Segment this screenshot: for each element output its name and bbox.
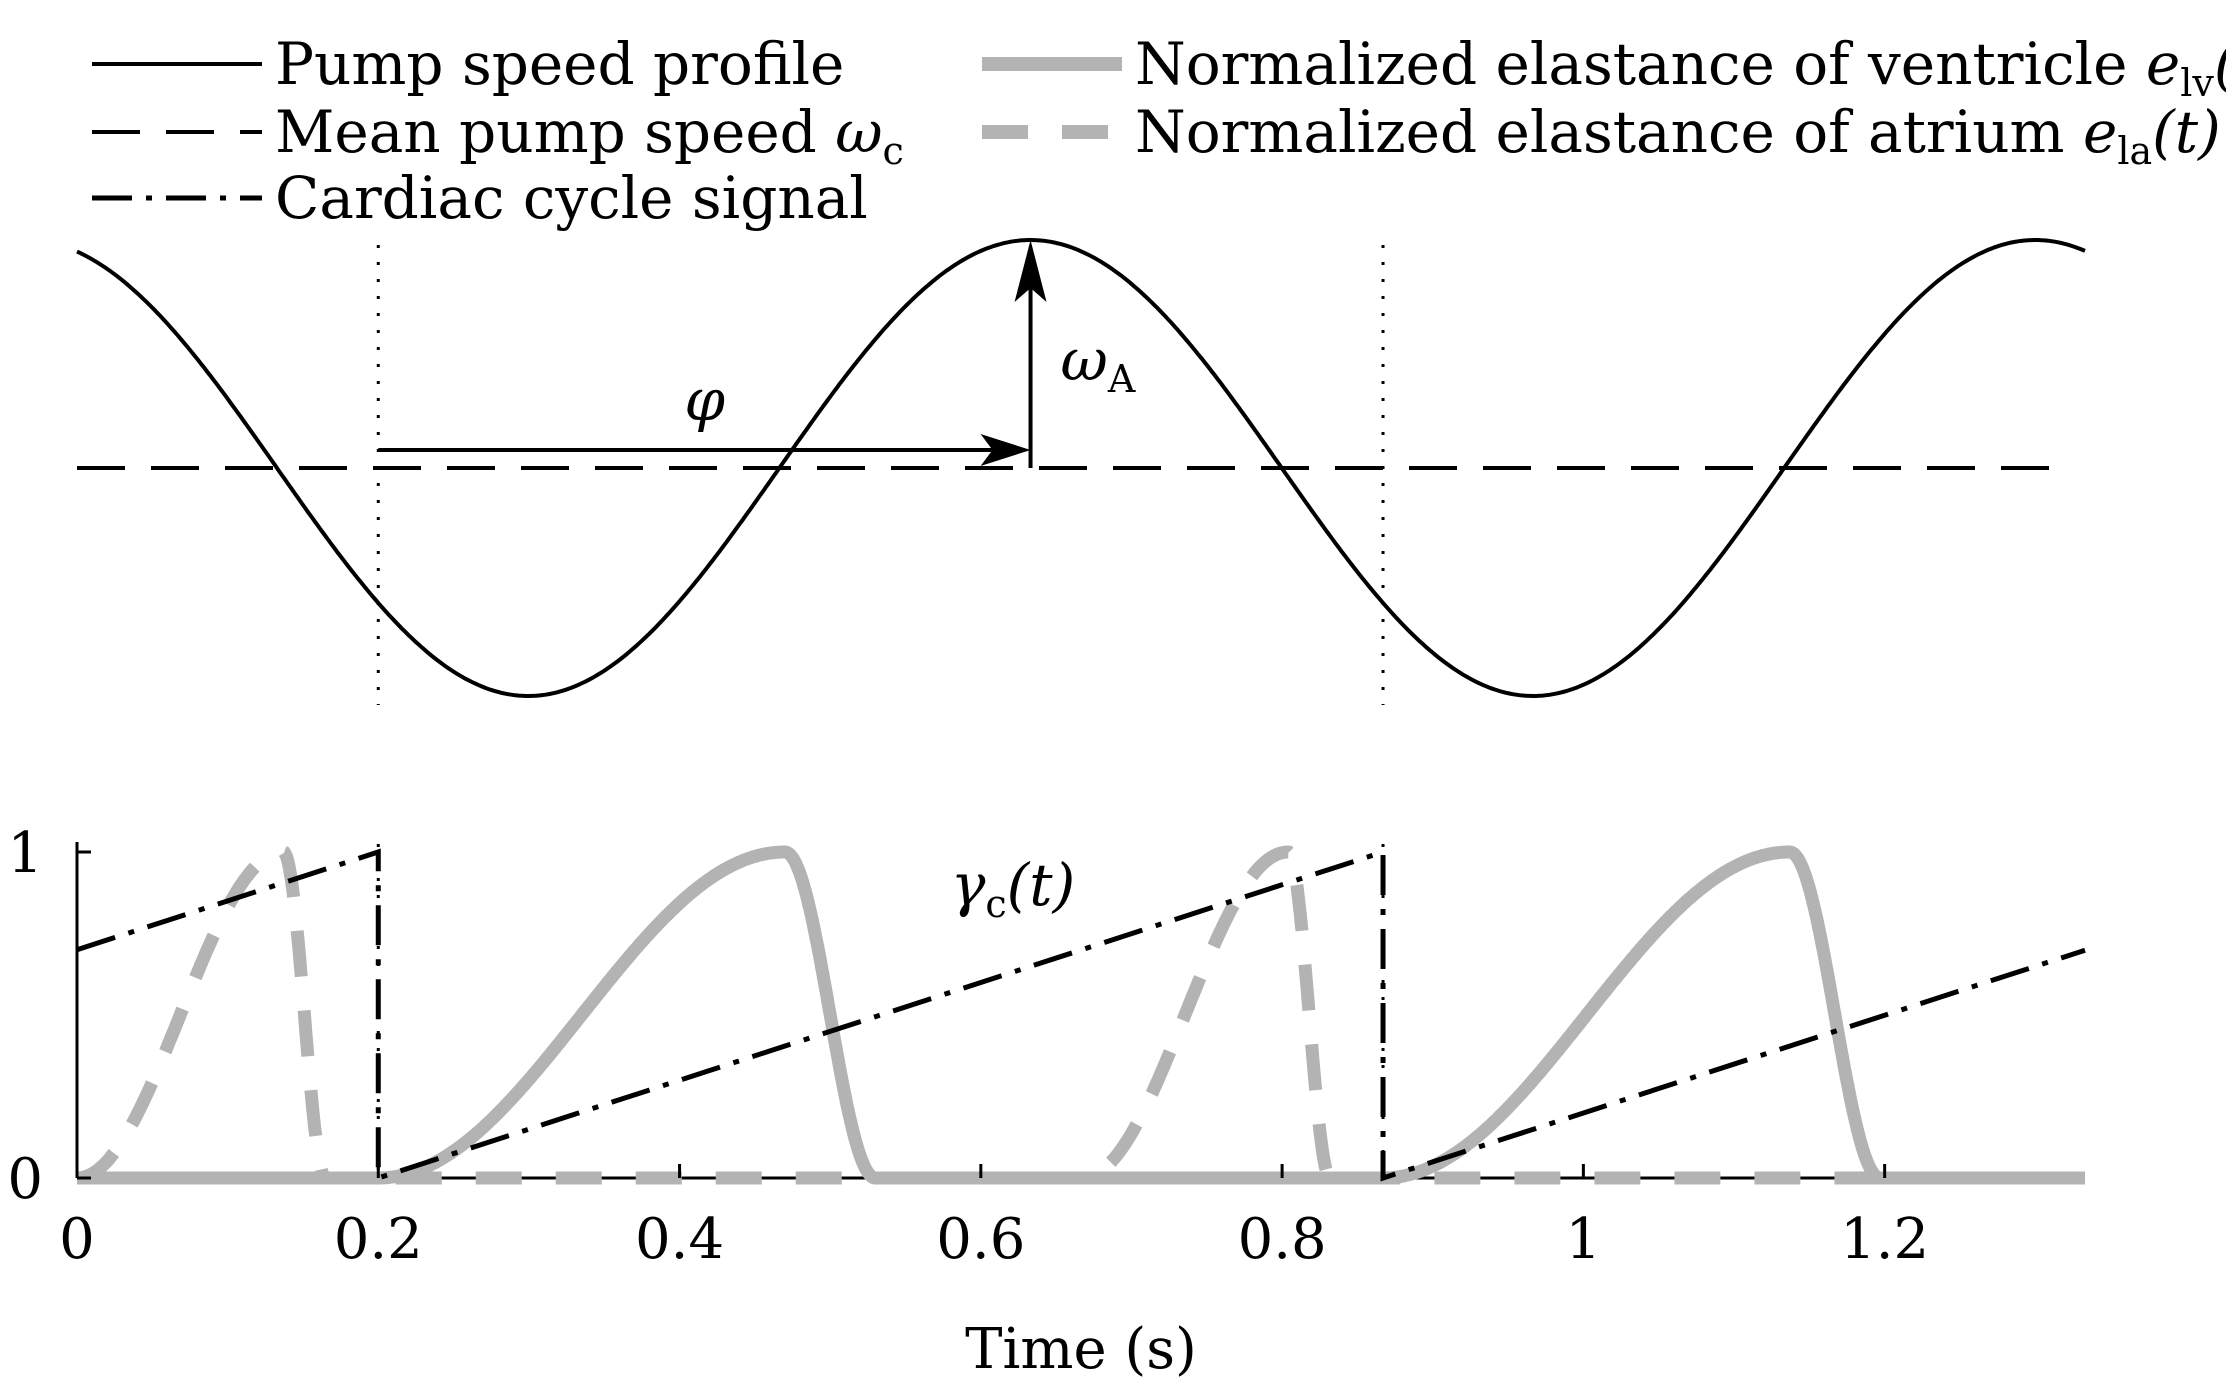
x-tick-label: 1.2: [1840, 1207, 1929, 1272]
cardiac-cycle-label: γc(t): [951, 851, 1076, 926]
legend-label-pump-speed: Pump speed profile: [275, 30, 844, 98]
x-tick-label: 0.8: [1238, 1207, 1327, 1272]
amplitude-arrowhead: [1014, 240, 1047, 302]
legend-label-atrium: Normalized elastance of atrium ela(t): [1135, 98, 2221, 173]
y-ticks: 01: [7, 821, 91, 1212]
x-tick-label: 1: [1566, 1207, 1602, 1272]
cardiac-cycle-signal: [76, 848, 2086, 1182]
legend-label-mean-speed: Mean pump speed ωc: [275, 98, 904, 173]
phase-arrowhead: [980, 434, 1031, 466]
x-tick-label: 0.2: [334, 1207, 423, 1272]
legend: Pump speed profile Mean pump speed ωc Ca…: [92, 30, 2226, 232]
legend-label-ventricle: Normalized elastance of ventricle elv(t): [1135, 30, 2226, 105]
y-tick-label: 1: [7, 821, 43, 886]
phase-label: φ: [684, 366, 725, 434]
x-tick-label: 0.4: [635, 1207, 724, 1272]
x-tick-label: 0: [59, 1207, 95, 1272]
pump-speed-curve: [76, 238, 2086, 698]
atrium-elastance-curve: [76, 845, 2085, 1185]
legend-label-cardiac-cycle: Cardiac cycle signal: [275, 164, 868, 232]
bottom-panel: 0 0.2 0.4 0.6 0.8 1 1.2 01 γc(t) Time (s): [7, 821, 2090, 1382]
x-ticks: 0 0.2 0.4 0.6 0.8 1 1.2: [59, 1164, 1929, 1272]
x-axis-label: Time (s): [965, 1317, 1197, 1382]
top-panel: φ ωA: [76, 238, 2086, 705]
y-tick-label: 0: [7, 1147, 43, 1212]
x-tick-label: 0.6: [936, 1207, 1025, 1272]
amplitude-label: ωA: [1061, 326, 1136, 401]
